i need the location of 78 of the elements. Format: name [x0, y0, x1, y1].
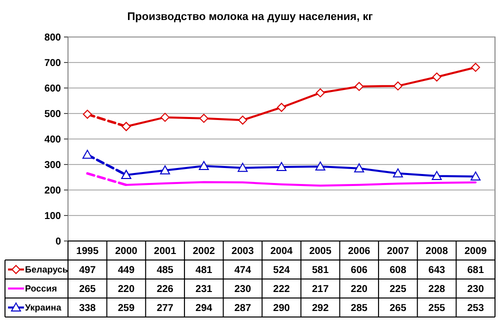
- y-tick-label: 400: [44, 134, 62, 146]
- point: [315, 162, 326, 171]
- x-tick-label: 2009: [464, 246, 488, 257]
- x-tick-label: 2002: [192, 246, 216, 257]
- data-label: 220: [118, 284, 136, 295]
- data-label: 259: [118, 303, 136, 314]
- data-label: 217: [312, 284, 330, 295]
- point: [316, 88, 325, 98]
- text: 265: [79, 284, 96, 295]
- point: [121, 170, 132, 179]
- data-label: 230: [234, 284, 252, 295]
- data-label: 265: [390, 303, 407, 314]
- data-label: 474: [234, 265, 252, 276]
- point: [471, 62, 480, 72]
- point: [199, 114, 208, 123]
- point: [198, 161, 209, 170]
- data-label: 643: [428, 265, 446, 276]
- data-label: 485: [156, 265, 174, 276]
- x-tick-label: 2006: [348, 246, 371, 257]
- x-tick-label: 2003: [232, 246, 254, 257]
- data-label: 290: [273, 303, 290, 314]
- y-tick-label: 700: [44, 58, 62, 69]
- data-label: 581: [312, 265, 330, 276]
- y-tick-label: 500: [44, 109, 62, 120]
- point: [392, 168, 403, 178]
- point: [122, 122, 131, 132]
- data-label: 253: [467, 303, 484, 314]
- y-tick-label: 600: [44, 84, 62, 94]
- data-label: 681: [467, 265, 484, 276]
- point: [238, 116, 248, 125]
- text: 497: [79, 265, 96, 276]
- x-tick-label: 2005: [309, 246, 332, 257]
- legend-label: Беларусь: [25, 264, 68, 275]
- data-label: 606: [350, 265, 368, 276]
- point: [432, 72, 442, 82]
- y-tick-label: 300: [44, 160, 62, 171]
- x-tick-label: 2001: [154, 246, 177, 257]
- x-tick-label: 2004: [270, 246, 294, 257]
- point: [160, 165, 170, 174]
- point: [393, 81, 402, 90]
- data-label: 231: [196, 284, 213, 295]
- chart-title: Производство молока на душу населения, кг: [127, 11, 374, 23]
- point: [354, 82, 364, 91]
- data-label: 226: [156, 284, 174, 295]
- data-label: 294: [196, 303, 213, 314]
- point: [432, 170, 442, 180]
- point: [277, 102, 286, 112]
- data-label: 524: [273, 265, 290, 276]
- y-tick-label: 200: [44, 186, 62, 196]
- data-label: 225: [390, 284, 407, 295]
- data-label: 449: [118, 265, 136, 276]
- x-tick-label: 1995: [76, 246, 99, 257]
- data-label: 220: [350, 284, 368, 295]
- data-label: 292: [312, 303, 330, 314]
- point: [276, 162, 286, 172]
- data-label: 608: [390, 265, 407, 276]
- text: 338: [79, 303, 96, 314]
- y-tick-label: 100: [44, 211, 62, 222]
- data-label: 255: [428, 303, 446, 314]
- data-label: 228: [428, 284, 446, 295]
- data-label: 481: [196, 265, 213, 276]
- point: [354, 163, 364, 172]
- point: [82, 110, 92, 119]
- x-tick-label: 2007: [386, 246, 410, 257]
- y-tick-label: 0: [55, 236, 62, 248]
- data-label: 287: [234, 303, 252, 314]
- x-tick-label: 2000: [115, 246, 138, 257]
- legend-label: Украина: [25, 302, 62, 313]
- data-label: 277: [156, 303, 174, 314]
- y-tick-label: 800: [44, 32, 62, 44]
- point: [238, 162, 248, 172]
- point: [470, 171, 481, 180]
- data-label: 222: [273, 284, 290, 295]
- legend-label: Россия: [25, 284, 57, 294]
- x-tick-label: 2008: [426, 246, 448, 257]
- point: [160, 112, 170, 122]
- data-label: 285: [350, 303, 368, 314]
- data-label: 230: [467, 284, 484, 295]
